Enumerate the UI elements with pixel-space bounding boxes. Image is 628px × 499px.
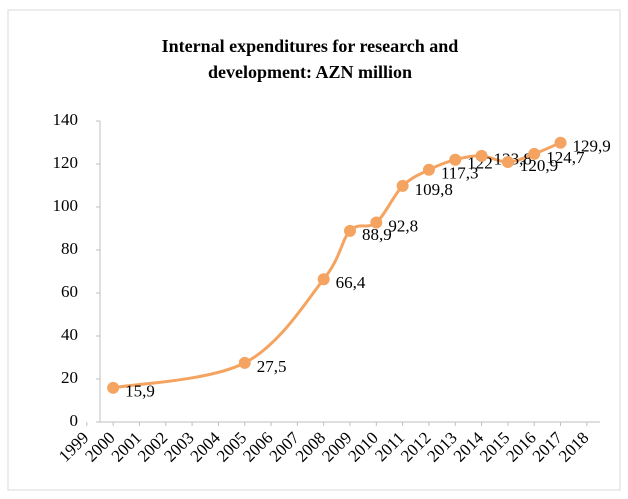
point xyxy=(238,356,251,369)
chart-frame xyxy=(7,9,621,491)
y-tick-label: 0 xyxy=(70,411,79,430)
data-label: 129,9 xyxy=(573,137,611,156)
y-tick-label: 140 xyxy=(53,110,79,129)
point xyxy=(449,153,462,166)
y-tick-label: 20 xyxy=(61,368,78,387)
data-label: 117,3 xyxy=(441,164,479,183)
y-tick-label: 60 xyxy=(61,282,78,301)
y-tick-label: 100 xyxy=(53,196,79,215)
data-label: 124,7 xyxy=(546,148,585,167)
data-label: 120,9 xyxy=(520,156,558,175)
chart-title: Internal expenditures for research and xyxy=(162,36,459,56)
y-tick-label: 120 xyxy=(53,153,79,172)
point xyxy=(554,136,567,149)
y-tick-label: 40 xyxy=(61,325,78,344)
point xyxy=(344,224,356,237)
data-label: 109,8 xyxy=(415,180,453,199)
point xyxy=(107,381,120,394)
point xyxy=(528,147,541,160)
data-label: 66,4 xyxy=(336,273,366,292)
point xyxy=(396,179,409,192)
y-tick-label: 80 xyxy=(61,239,78,258)
data-label: 92,8 xyxy=(388,216,418,235)
point xyxy=(475,149,488,162)
point xyxy=(317,273,330,286)
data-label: 15,9 xyxy=(125,382,155,401)
chart-title: development: AZN million xyxy=(208,62,412,82)
point xyxy=(422,163,435,176)
data-label: 27,5 xyxy=(257,357,287,376)
point xyxy=(370,216,383,229)
data-label: 88,9 xyxy=(362,225,392,244)
point xyxy=(501,156,514,169)
